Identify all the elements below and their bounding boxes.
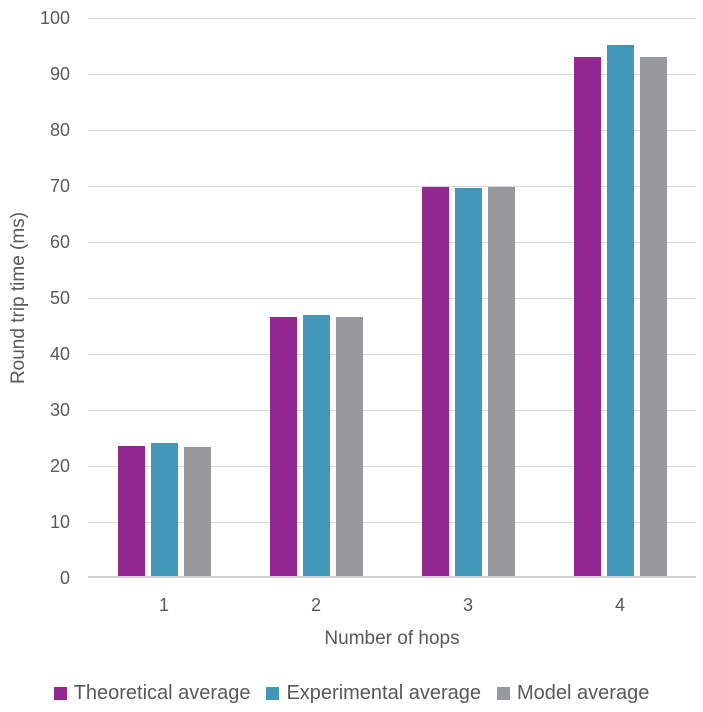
y-tick-label-30: 30 — [49, 400, 70, 420]
bar-experimental-average-hops-3 — [454, 188, 482, 576]
bar-group-hops-4 — [544, 18, 696, 576]
bar-model-average-hops-1 — [183, 447, 211, 576]
gridline-90 — [88, 74, 696, 75]
gridline-10 — [88, 522, 696, 523]
bar-theoretical-average-hops-1 — [117, 446, 145, 576]
x-axis-tick-labels: 1 2 3 4 — [88, 593, 696, 617]
legend-swatch-icon — [266, 686, 280, 700]
gridline-40 — [88, 354, 696, 355]
legend-label: Experimental average — [286, 681, 482, 704]
y-tick-label-10: 10 — [49, 512, 70, 532]
y-tick-label-90: 90 — [49, 64, 70, 84]
legend-item-model-average: Model average — [497, 682, 649, 705]
y-tick-label-0: 0 — [59, 568, 70, 588]
y-tick-label-100: 100 — [39, 8, 70, 28]
gridline-20 — [88, 466, 696, 467]
gridline-30 — [88, 410, 696, 411]
gridline-100 — [88, 18, 696, 19]
x-axis-title: Number of hops — [324, 628, 460, 649]
y-tick-label-80: 80 — [49, 120, 70, 140]
legend-swatch-icon — [497, 686, 511, 700]
bar-theoretical-average-hops-4 — [573, 57, 601, 576]
x-tick-label-3: 3 — [462, 595, 473, 615]
bar-group-hops-1 — [88, 18, 240, 576]
legend-item-experimental-average: Experimental average — [266, 682, 481, 705]
bar-model-average-hops-4 — [639, 57, 667, 576]
x-tick-label-1: 1 — [158, 595, 169, 615]
y-tick-label-40: 40 — [49, 344, 70, 364]
y-tick-label-60: 60 — [49, 232, 70, 252]
y-tick-label-70: 70 — [49, 176, 70, 196]
y-tick-label-20: 20 — [49, 456, 70, 476]
legend: Theoretical average Experimental average M… — [0, 680, 703, 706]
bar-experimental-average-hops-2 — [302, 315, 330, 576]
y-tick-label-50: 50 — [49, 288, 70, 308]
gridline-60 — [88, 242, 696, 243]
gridline-70 — [88, 186, 696, 187]
gridline-80 — [88, 130, 696, 131]
bar-theoretical-average-hops-3 — [421, 187, 449, 576]
x-tick-label-4: 4 — [614, 595, 625, 615]
legend-swatch-icon — [53, 686, 67, 700]
bar-group-hops-3 — [392, 18, 544, 576]
bar-model-average-hops-3 — [487, 187, 515, 576]
bar-group-hops-2 — [240, 18, 392, 576]
legend-label: Theoretical average — [73, 681, 251, 704]
bar-experimental-average-hops-4 — [606, 45, 634, 576]
plot-area — [88, 18, 696, 578]
x-tick-label-2: 2 — [310, 595, 321, 615]
bar-model-average-hops-2 — [335, 317, 363, 576]
gridline-50 — [88, 298, 696, 299]
bar-experimental-average-hops-1 — [150, 443, 178, 576]
bar-theoretical-average-hops-2 — [269, 317, 297, 576]
legend-label: Model average — [517, 681, 650, 704]
legend-item-theoretical-average: Theoretical average — [53, 681, 251, 705]
y-axis-tick-labels: 0 10 20 30 40 50 60 70 80 90 100 — [0, 8, 70, 588]
